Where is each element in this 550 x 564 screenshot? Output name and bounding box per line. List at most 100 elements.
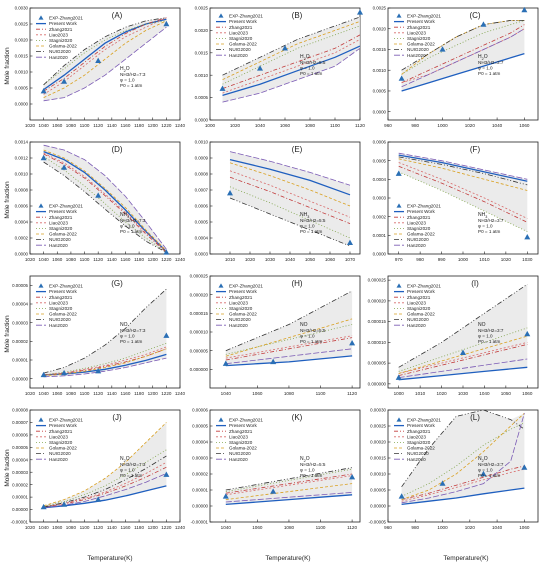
y-tick-label: 0.0000 (373, 109, 387, 114)
legend-label: NUIG2020 (49, 49, 71, 54)
x-tick-label: 1040 (285, 257, 296, 262)
y-tick-label: 0.00005 (192, 424, 208, 429)
panel-label: (H) (291, 279, 302, 288)
x-tick-label: 1020 (25, 391, 36, 396)
model-envelope-band (401, 410, 525, 505)
legend-label: NUIG2020 (229, 451, 251, 456)
exp-data-point (95, 496, 102, 502)
legend-marker-exp (396, 13, 402, 18)
x-tick-label: 1000 (458, 257, 469, 262)
legend-marker-exp (396, 283, 402, 288)
y-tick-label: 0.0005 (373, 89, 387, 94)
panel-label: (G) (111, 279, 123, 288)
legend-label: Stagni2020 (407, 36, 431, 41)
x-tick-label: 1220 (161, 257, 172, 262)
y-tick-label: 0.0002 (15, 236, 29, 241)
y-tick-label: 0.00002 (12, 339, 28, 344)
y-tick-label: 0.0002 (373, 214, 387, 219)
series-line-present-work (398, 154, 528, 182)
y-tick-label: 0.0008 (195, 172, 209, 177)
exp-data-point (61, 164, 68, 170)
y-tick-label: 0.00006 (192, 408, 208, 413)
condition-label: NH3/H2=7:3 (120, 328, 146, 333)
condition-label: φ = 1.0 (478, 66, 493, 71)
panel-a: 1020 1040 1060 1080 1100 1120 1140 1160 1180 1200… (15, 6, 186, 128)
panel-j: 1020 1040 1060 1080 1100 1120 1140 1160 1180 1200… (11, 408, 186, 530)
legend-marker-exp (38, 417, 44, 422)
species-label: N2O (300, 456, 310, 463)
x-tick-label: 990 (438, 257, 446, 262)
legend-label: Liao2023 (229, 434, 248, 439)
series-line-nuig2020 (225, 467, 353, 491)
legend-label: Zhang2021 (407, 25, 431, 30)
x-tick-label: 1040 (492, 123, 503, 128)
series-line-zhang2021 (225, 337, 353, 361)
series-line-liao2023 (222, 39, 360, 94)
x-tick-label: 1060 (52, 391, 63, 396)
species-label: NH3 (300, 212, 309, 219)
condition-label: P0 = 1 atm (120, 83, 143, 88)
series-line-han2020 (222, 47, 360, 103)
condition-label: φ = 1.0 (120, 334, 135, 339)
series-lines (225, 467, 353, 506)
condition-label: P0 = 1 atm (478, 473, 501, 478)
legend-label: Han2020 (229, 457, 248, 462)
species-label: NO (478, 322, 486, 328)
legend-label: Stagni2020 (49, 38, 73, 43)
y-tick-label: 0.0006 (373, 140, 387, 145)
y-tick-label: 0.0003 (195, 252, 209, 257)
y-tick-label: 0.0010 (15, 172, 29, 177)
series-line-golama-2022 (43, 149, 167, 252)
panel-k: 1040 1060 1080 1100 1120 -0.00001 0.00000 0.000… (191, 408, 361, 530)
x-tick-label: 1140 (107, 525, 117, 530)
legend-label: Zhang2021 (229, 25, 253, 30)
series-line-present-work (222, 45, 360, 97)
series-lines (398, 283, 528, 381)
x-tick-label: 1120 (93, 391, 103, 396)
legend-marker-exp (218, 13, 224, 18)
series-line-nuig2020 (398, 156, 528, 186)
x-tick-label: 1080 (284, 525, 295, 530)
exp-data-point (40, 503, 47, 510)
panel-label: (E) (292, 145, 303, 154)
series-line-stagni2020 (43, 342, 167, 376)
legend-label: Zhang2021 (49, 215, 73, 220)
panel-label: (L) (470, 413, 480, 422)
y-tick-label: 0.00005 (12, 445, 28, 450)
condition-label: P0 = 1 atm (300, 339, 323, 344)
series-line-nuig2020 (222, 16, 360, 76)
y-tick-label: 0.0010 (373, 68, 387, 73)
exp-data-point (163, 249, 170, 255)
x-tick-label: 1220 (161, 391, 172, 396)
legend-label: EXP-Zhang2021 (407, 418, 441, 423)
legend-label: NUIG2020 (49, 317, 71, 322)
y-tick-label: 0.0010 (15, 70, 29, 75)
x-tick-label: 1160 (121, 391, 131, 396)
condition-label: φ = 1.0 (478, 468, 493, 473)
model-envelope-band (230, 151, 350, 246)
series-line-golama-2022 (398, 158, 528, 191)
x-tick-label: 970 (395, 257, 403, 262)
series-line-golama-2022 (229, 162, 351, 207)
legend-label: EXP-Zhang2021 (407, 284, 441, 289)
x-axis-label-col-2: Temperature(K) (265, 555, 310, 562)
y-tick-label: 0.00006 (12, 432, 28, 437)
panels-group: 1020 1040 1060 1080 1100 1120 1140 1160 1180 1200… (11, 6, 539, 530)
condition-label: P0 = 1 atm (300, 71, 323, 76)
exp-data-point (357, 9, 363, 15)
y-tick-label: 0.000015 (190, 311, 209, 316)
x-tick-label: 1120 (93, 257, 103, 262)
panel-b: 1000 1020 1040 1060 1080 1100 1120 0.0000 0.0005… (195, 6, 366, 128)
x-tick-label: 1020 (436, 391, 447, 396)
legend-label: Stagni2020 (229, 440, 253, 445)
x-tick-label: 1040 (39, 391, 50, 396)
series-line-present-work (225, 355, 353, 367)
legend-label: Stagni2020 (229, 306, 253, 311)
panel-label: (C) (469, 11, 480, 20)
series-line-nuig2020 (229, 197, 351, 247)
series-lines (43, 144, 167, 253)
legend-label: Stagni2020 (407, 306, 431, 311)
x-tick-label: 1060 (325, 257, 336, 262)
panel-h: 1040 1060 1080 1100 1120 0.000000 0.000005 0.00… (190, 274, 361, 396)
series-line-present-work (225, 494, 353, 506)
